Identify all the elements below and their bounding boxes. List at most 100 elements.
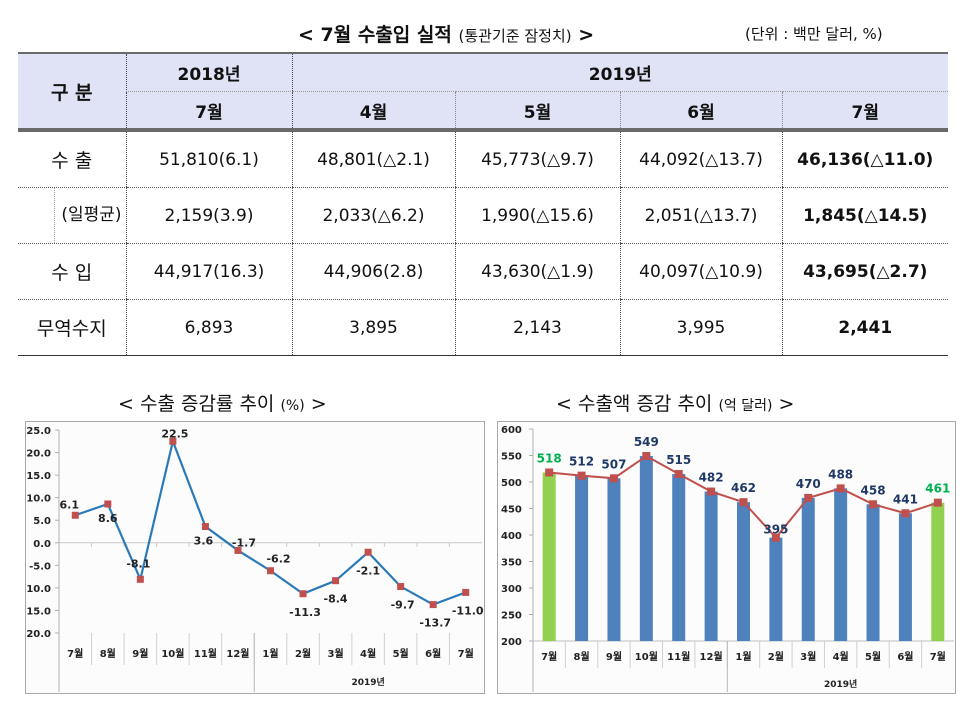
row-label: 수 입 — [18, 243, 126, 300]
growth-rate-chart-svg: 25.0 20.0 15.0 10.0 5.0 0.0 -5.0 -10.0 -15.0 -20.… — [22, 426, 484, 692]
x-tick-label: 3월 — [800, 651, 816, 663]
data-label: 441 — [893, 492, 918, 506]
bar — [801, 497, 815, 641]
data-point — [234, 546, 242, 554]
table-cell: 44,917(16.3) — [125, 243, 292, 300]
x-tick-label: 12월 — [700, 651, 723, 663]
bar — [672, 474, 686, 641]
data-point — [299, 590, 307, 598]
bar — [704, 491, 718, 641]
data-label: 488 — [828, 467, 853, 481]
table-cell: 2,159(3.9) — [125, 187, 292, 244]
right-chart-title: < 수출액 증감 추이 (억 달러) > — [556, 393, 795, 415]
data-point — [933, 498, 942, 507]
table-cell: 2,441 — [781, 299, 949, 356]
data-point — [642, 452, 651, 461]
corner-label: 구 분 — [18, 52, 126, 132]
x-tick-label: 2월 — [295, 648, 311, 660]
export-amount-chart-svg: 600 550 500 450 400 350 300 250 200 518 512 507 549 5… — [501, 425, 954, 692]
unit-label: (단위 : 백만 달러, %) — [745, 25, 883, 43]
table-cell: 43,695(△2.7) — [781, 243, 949, 300]
table-row-daily-avg: (일평균) 2,159(3.9) 2,033(△6.2) 1,990(△15.6… — [18, 187, 949, 244]
x-tick-label: 11월 — [194, 648, 217, 660]
x-tick-label: 3월 — [327, 648, 343, 660]
x-tick-label: 1월 — [262, 648, 278, 660]
data-label: 470 — [796, 477, 821, 491]
y-tick-label: 350 — [501, 558, 522, 569]
x-tick-label: 9월 — [132, 648, 148, 660]
row-label: (일평균) — [18, 187, 126, 244]
table-cell: 43,630(△1.9) — [454, 243, 620, 300]
x-tick-label: 8월 — [100, 648, 116, 660]
x-tick-label: 10월 — [161, 648, 184, 660]
x-tick-label: 8월 — [573, 651, 589, 663]
bar — [575, 475, 589, 641]
data-label: 512 — [569, 455, 594, 469]
data-point — [869, 500, 878, 509]
table-cell: 51,810(6.1) — [125, 130, 292, 188]
x-tick-label: 9월 — [606, 651, 622, 663]
data-point — [609, 474, 618, 483]
series-line — [74, 437, 467, 606]
x-tick-label: 5월 — [865, 651, 881, 663]
table-cell: 44,092(△13.7) — [619, 130, 782, 188]
row-label: 수 출 — [18, 130, 126, 188]
data-point — [771, 533, 780, 542]
data-point — [545, 468, 554, 477]
table-row-exports: 수 출 51,810(6.1) 48,801(△2.1) 45,773(△9.7… — [18, 130, 949, 188]
bar — [542, 472, 556, 641]
data-label: 549 — [634, 435, 659, 449]
data-label: -11.0 — [452, 604, 483, 617]
data-label: -11.3 — [289, 606, 321, 619]
table-cell: 1,845(△14.5) — [781, 187, 949, 244]
y-tick-label: -15.0 — [26, 606, 51, 617]
x-tick-label: 7월 — [458, 648, 474, 660]
title-text: < 7월 수출입 실적 — [298, 24, 452, 46]
table-cell: 48,801(△2.1) — [291, 130, 455, 188]
bar — [931, 502, 945, 641]
table-row-imports: 수 입 44,917(16.3) 44,906(2.8) 43,630(△1.9… — [18, 243, 949, 300]
trade-table: 구 분 2018년 2019년 7월 4월 5월 6월 7월 수 출 51,81… — [18, 52, 949, 356]
month-header: 7월 — [781, 91, 949, 132]
data-point — [707, 487, 716, 496]
data-point — [901, 509, 910, 518]
x-tick-label: 6월 — [897, 651, 913, 663]
data-label: -8.4 — [324, 593, 348, 606]
x-tick-label: 10월 — [635, 651, 658, 663]
x-tick-label: 4월 — [833, 651, 849, 663]
x-tick-label: 2월 — [768, 651, 784, 663]
group-label: 2019년 — [824, 678, 857, 690]
data-label: 482 — [699, 471, 724, 485]
y-tick-label: 25.0 — [26, 426, 51, 437]
month-header: 5월 — [454, 91, 620, 132]
data-point — [739, 498, 748, 507]
x-tick-label: 7월 — [67, 648, 83, 660]
bar — [898, 513, 912, 641]
table-cell: 1,990(△15.6) — [454, 187, 620, 244]
table-row-trade-balance: 무역수지 6,893 3,895 2,143 3,995 2,441 — [18, 299, 949, 356]
data-point — [104, 500, 112, 508]
data-point — [201, 523, 209, 531]
data-label: 6.1 — [60, 498, 79, 511]
table-cell: 2,051(△13.7) — [619, 187, 782, 244]
year-2019-header: 2019년 — [291, 52, 949, 92]
x-tick-label: 4월 — [360, 648, 376, 660]
export-amount-chart: 600 550 500 450 400 350 300 250 200 518 512 507 549 5… — [497, 421, 956, 694]
month-header: 6월 — [619, 91, 782, 132]
data-label: -13.7 — [419, 617, 451, 630]
data-label: -8.1 — [126, 557, 150, 570]
table-cell: 40,097(△10.9) — [619, 243, 782, 300]
data-point — [577, 471, 586, 480]
growth-rate-chart: 25.0 20.0 15.0 10.0 5.0 0.0 -5.0 -10.0 -15.0 -20.… — [22, 421, 485, 694]
title-close: > — [578, 24, 595, 46]
year-2018-header: 2018년 — [125, 52, 292, 92]
x-tick-label: 7월 — [930, 651, 946, 663]
table-cell: 44,906(2.8) — [291, 243, 455, 300]
y-tick-label: 20.0 — [26, 449, 51, 460]
data-label: 22.5 — [161, 427, 188, 440]
data-point — [71, 511, 79, 519]
data-point — [804, 493, 813, 502]
data-label: 515 — [666, 453, 691, 467]
x-tick-label: 1월 — [735, 651, 751, 663]
data-point — [674, 470, 683, 479]
